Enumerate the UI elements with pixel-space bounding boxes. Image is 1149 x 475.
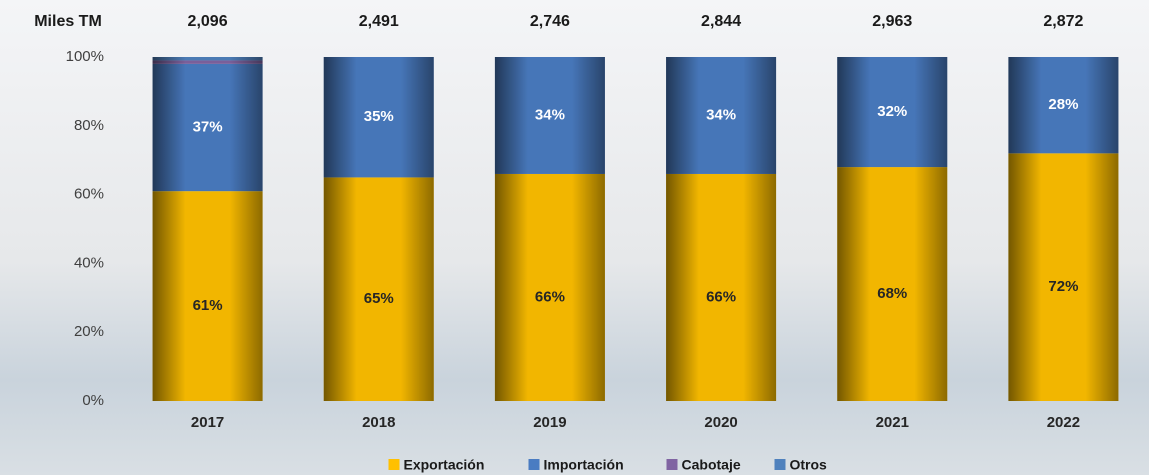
totals-label: Miles TM	[34, 13, 102, 30]
y-tick-label: 0%	[82, 392, 104, 409]
legend-swatch	[666, 459, 678, 470]
data-label: 37%	[193, 118, 223, 135]
x-tick-label: 2017	[191, 414, 224, 431]
data-label: 61%	[193, 297, 223, 314]
bar-shade	[1008, 57, 1119, 154]
data-label: 35%	[364, 108, 394, 125]
bar-shade	[666, 173, 777, 401]
bar-shade	[152, 60, 263, 64]
y-tick-label: 80%	[74, 117, 104, 134]
bar-shade	[1008, 153, 1119, 401]
data-label: 34%	[706, 106, 736, 123]
total-label: 2,491	[359, 13, 399, 30]
total-label: 2,963	[872, 13, 912, 30]
y-tick-label: 40%	[74, 254, 104, 271]
bar-shade	[323, 57, 434, 178]
legend-label: Cabotaje	[682, 457, 741, 473]
legend-label: Importación	[544, 457, 624, 473]
legend-swatch	[774, 459, 786, 470]
bar-shade	[494, 57, 605, 174]
legend-label: Otros	[790, 457, 828, 473]
total-label: 2,096	[188, 13, 228, 30]
legend-swatch	[388, 459, 400, 470]
data-label: 66%	[706, 288, 736, 305]
legend-label: Exportación	[404, 457, 485, 473]
bar-shade	[152, 191, 263, 401]
x-tick-label: 2019	[533, 414, 566, 431]
data-label: 32%	[877, 103, 907, 120]
x-tick-label: 2018	[362, 414, 395, 431]
y-tick-label: 100%	[66, 48, 104, 65]
bar-shade	[152, 63, 263, 192]
bar-shade	[152, 57, 263, 61]
data-label: 68%	[877, 285, 907, 302]
total-label: 2,872	[1043, 13, 1083, 30]
total-label: 2,746	[530, 13, 570, 30]
bar-shade	[323, 177, 434, 401]
x-tick-label: 2022	[1047, 414, 1080, 431]
data-label: 34%	[535, 106, 565, 123]
y-tick-label: 20%	[74, 323, 104, 340]
total-label: 2,844	[701, 13, 741, 30]
bar-shade	[666, 57, 777, 174]
legend-swatch	[528, 459, 540, 470]
x-tick-label: 2021	[876, 414, 909, 431]
bar-shade	[494, 173, 605, 401]
x-tick-label: 2020	[704, 414, 737, 431]
y-tick-label: 60%	[74, 186, 104, 203]
data-label: 72%	[1048, 278, 1078, 295]
data-label: 65%	[364, 290, 394, 307]
bar-shade	[837, 57, 948, 168]
data-label: 66%	[535, 288, 565, 305]
bar-shade	[837, 167, 948, 401]
data-label: 28%	[1048, 96, 1078, 113]
